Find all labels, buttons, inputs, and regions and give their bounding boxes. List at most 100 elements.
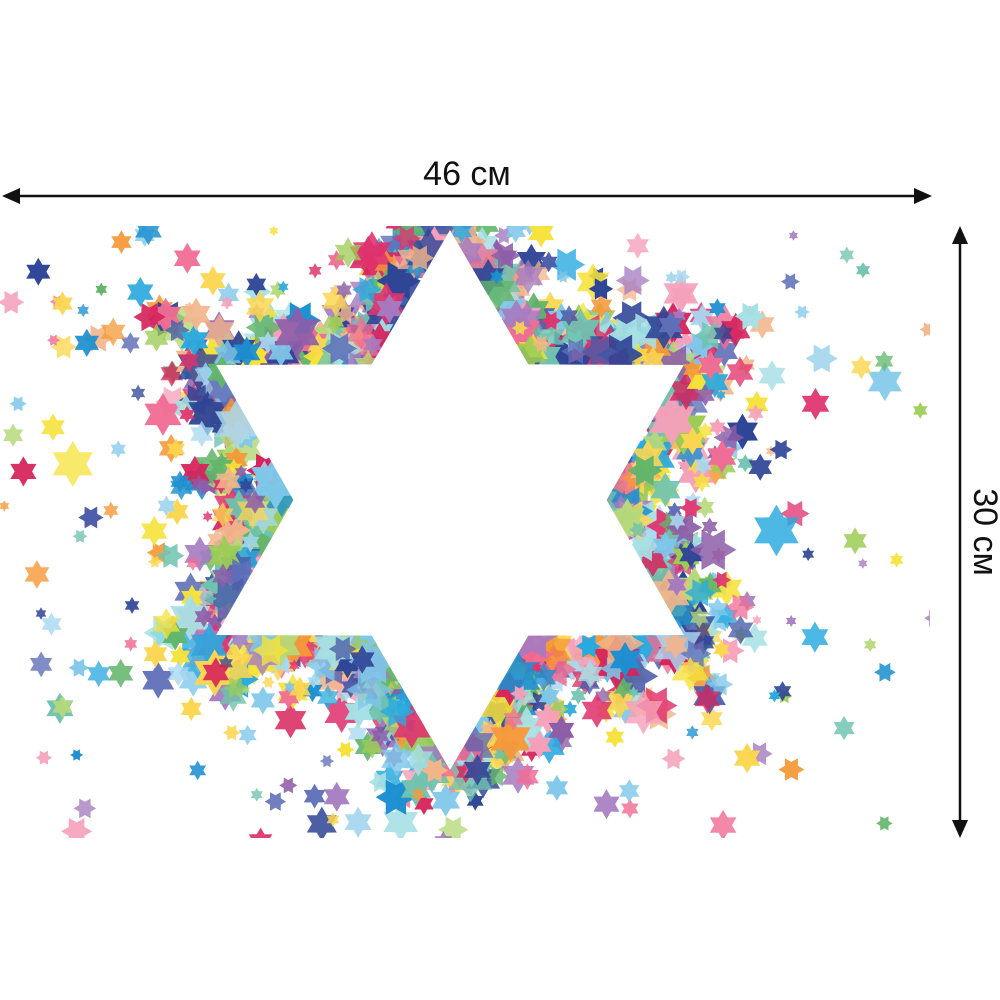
star-icon [349, 645, 375, 674]
star-icon [344, 806, 372, 838]
star-icon [0, 290, 25, 314]
star-icon [190, 583, 215, 612]
star-icon [24, 560, 50, 589]
star-icon [805, 344, 838, 373]
star-icon [234, 464, 248, 479]
star-icon [252, 634, 290, 667]
star-icon [328, 312, 345, 332]
star-icon [576, 263, 610, 301]
star-icon [701, 517, 718, 536]
star-icon [303, 783, 326, 809]
star-icon [801, 387, 830, 420]
star-icon [629, 686, 639, 698]
star-icon [410, 199, 437, 223]
star-icon [165, 498, 189, 525]
star-icon [697, 422, 713, 440]
star-pattern-canvas [0, 197, 930, 838]
star-icon [864, 637, 877, 652]
star-icon [588, 278, 614, 300]
star-icon [121, 332, 140, 354]
star-icon [667, 573, 687, 597]
star-icon [152, 608, 180, 640]
height-arrow-bottom-head [952, 820, 968, 838]
star-icon [365, 197, 386, 216]
star-icon [716, 389, 726, 401]
star-icon [68, 658, 90, 677]
star-icon [319, 754, 335, 768]
star-icon [289, 659, 300, 672]
star-icon [669, 511, 686, 530]
star-icon [108, 658, 134, 688]
star-icon [321, 333, 358, 364]
star-icon [244, 489, 266, 514]
star-icon [241, 531, 260, 553]
star-icon [758, 360, 786, 392]
star-icon [141, 515, 168, 547]
star-icon [156, 543, 185, 568]
star-icon [379, 696, 415, 727]
star-icon [289, 676, 311, 702]
star-icon [216, 466, 242, 496]
star-icon [532, 662, 542, 674]
star-icon [70, 749, 84, 761]
star-icon [658, 311, 683, 340]
star-icon [802, 547, 815, 561]
star-icon [173, 242, 201, 274]
star-icon [279, 777, 298, 794]
star-icon [695, 384, 715, 407]
star-icon [626, 232, 649, 259]
star-icon [786, 615, 797, 627]
star-icon [472, 226, 500, 240]
star-icon [768, 689, 780, 703]
star-icon [284, 680, 295, 694]
star-icon [245, 290, 275, 323]
star-icon [238, 724, 257, 746]
star-icon [503, 707, 524, 731]
star-icon [438, 816, 469, 838]
star-icon [924, 609, 930, 627]
star-icon [868, 362, 902, 402]
star-icon [401, 226, 403, 227]
star-icon [186, 555, 200, 571]
star-icon [352, 231, 392, 276]
star-icon [347, 722, 368, 746]
star-icon [833, 715, 855, 741]
star-icon [858, 558, 868, 569]
star-icon [748, 453, 772, 481]
star-icon [713, 322, 733, 345]
star-icon [431, 783, 461, 817]
star-icon [449, 226, 454, 229]
star-icon [50, 335, 77, 359]
star-icon [788, 230, 798, 241]
star-icon [874, 662, 896, 682]
star-icon [689, 606, 709, 628]
star-icon [581, 336, 618, 368]
star-icon [493, 748, 506, 760]
star-icon [663, 630, 688, 659]
star-icon [619, 779, 640, 803]
star-icon [307, 673, 320, 689]
star-icon [778, 758, 805, 781]
star-icon [190, 474, 207, 493]
star-icon [336, 305, 357, 324]
star-icon [420, 758, 449, 783]
star-icon [560, 305, 579, 327]
star-icon [527, 691, 551, 712]
star-icon [562, 700, 578, 718]
star-icon [531, 335, 552, 353]
star-icon [681, 656, 700, 679]
star-icon [707, 597, 728, 622]
star-icon [346, 669, 393, 711]
star-icon [147, 555, 162, 568]
star-icon [663, 273, 699, 314]
star-icon [261, 676, 276, 689]
star-icon [511, 321, 528, 336]
star-icon [725, 594, 755, 620]
star-icon [450, 226, 473, 244]
star-icon [856, 262, 871, 279]
star-icon [188, 391, 227, 436]
star-icon [490, 242, 521, 269]
star-icon [144, 323, 169, 352]
star-icon [575, 634, 602, 658]
